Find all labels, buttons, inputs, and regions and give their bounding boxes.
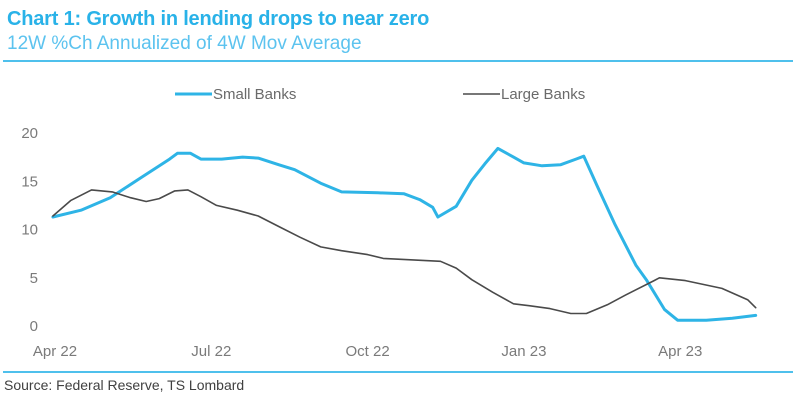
legend-label-large-banks: Large Banks <box>501 86 585 103</box>
legend-label-small-banks: Small Banks <box>213 86 296 103</box>
source-note: Source: Federal Reserve, TS Lombard <box>4 377 245 393</box>
footer-divider <box>3 371 793 373</box>
plot-area <box>51 146 758 322</box>
chart-title: Chart 1: Growth in lending drops to near… <box>7 8 430 30</box>
x-axis: Apr 22 Jul 22 Oct 22 Jan 23 Apr 23 <box>33 343 702 360</box>
x-tick-label: Jul 22 <box>191 343 231 360</box>
x-tick-label: Oct 22 <box>346 343 390 360</box>
y-tick-label: 10 <box>21 222 38 239</box>
legend: Small Banks Large Banks <box>175 86 585 103</box>
chart-subtitle: 12W %Ch Annualized of 4W Mov Average <box>7 33 362 54</box>
header-divider <box>3 60 793 62</box>
y-tick-label: 20 <box>21 125 38 142</box>
y-tick-label: 5 <box>30 270 38 287</box>
y-tick-label: 0 <box>30 318 38 335</box>
x-tick-label: Apr 22 <box>33 343 77 360</box>
series-line-large-banks <box>52 189 757 315</box>
x-tick-label: Apr 23 <box>658 343 702 360</box>
y-axis: 0 5 10 15 20 <box>21 125 38 335</box>
series-line-small-banks <box>51 146 758 322</box>
x-tick-label: Jan 23 <box>501 343 546 360</box>
y-tick-label: 15 <box>21 173 38 190</box>
